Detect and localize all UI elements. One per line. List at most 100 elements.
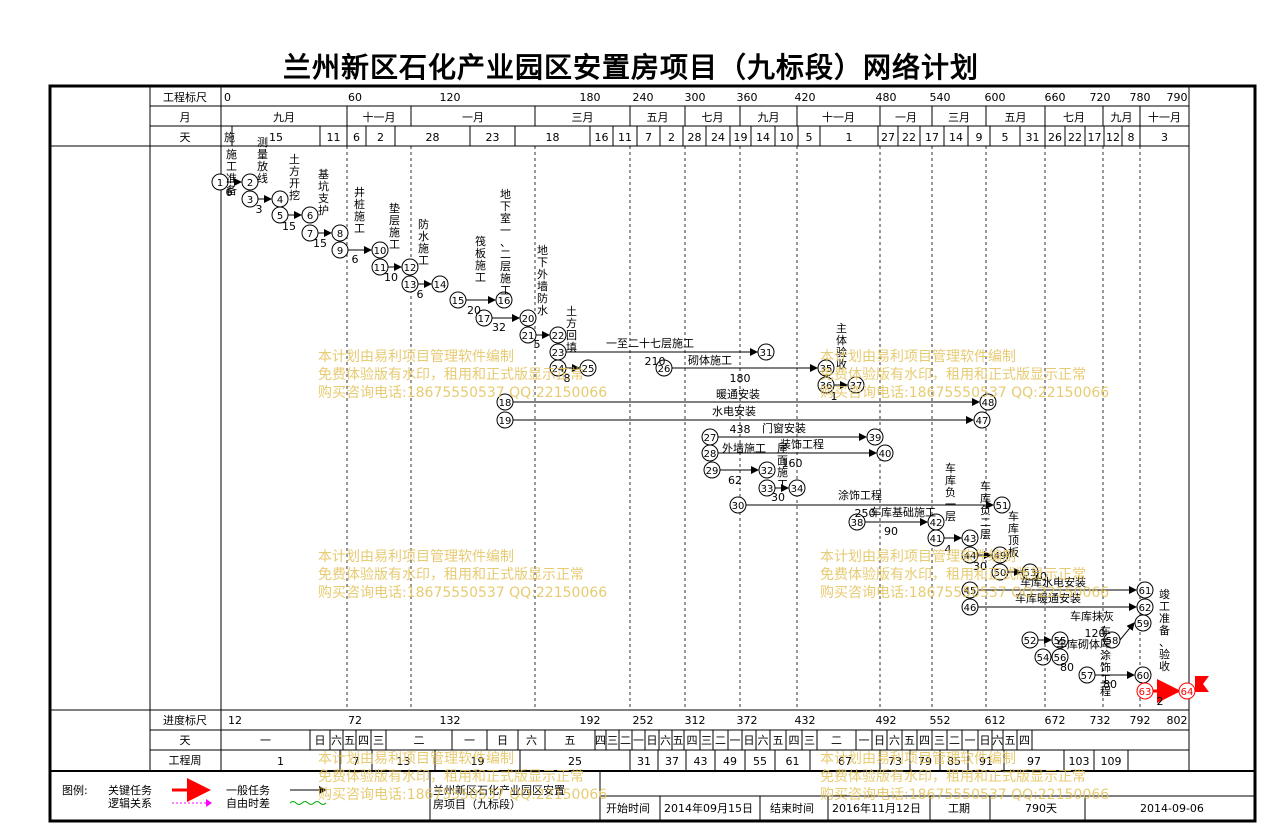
- event-node-number: 35: [820, 364, 833, 375]
- activity-label: 涂饰工程: [838, 488, 882, 502]
- weekday-label: 六: [992, 734, 1003, 747]
- weekday-label: 日: [744, 734, 755, 747]
- day-label: 15: [269, 131, 283, 144]
- week-label: 79: [918, 755, 932, 768]
- project-name-line2: 房项目（九标段）: [433, 797, 521, 811]
- activity-duration: 62: [728, 474, 742, 487]
- event-node-number: 55: [1054, 636, 1067, 647]
- weekday-label: 一: [965, 734, 976, 747]
- event-node: [401, 275, 419, 293]
- event-node: [703, 461, 721, 479]
- event-node: [961, 546, 979, 564]
- event-node-number: 18: [499, 398, 512, 409]
- week-label: 31: [637, 755, 651, 768]
- activity-duration: 10: [384, 271, 398, 284]
- week-label: 25: [568, 755, 582, 768]
- event-node: [758, 461, 776, 479]
- weekday-label: 四: [595, 734, 606, 747]
- activity-duration: 6: [226, 186, 233, 199]
- day-label: 14: [949, 131, 963, 144]
- weekday-label: 一: [633, 734, 644, 747]
- week-label: 97: [1027, 755, 1041, 768]
- weekday-label: 三: [373, 734, 384, 747]
- event-node: [1021, 563, 1039, 581]
- activity-duration: 80: [1060, 661, 1074, 674]
- week-label: 37: [665, 755, 679, 768]
- watermark-5: 本计划由易利项目管理软件编制 免费体验版有水印，租用和正式版显示正常 购买咨询电话:…: [318, 751, 608, 803]
- day-label: 27: [881, 131, 895, 144]
- end-value: 2016年11月12日: [832, 801, 921, 815]
- event-node-number: 15: [452, 296, 465, 307]
- weekday-label: 五: [673, 734, 684, 747]
- weekday-label: 五: [773, 734, 784, 747]
- weekday-label: 六: [758, 734, 769, 747]
- activity-label: 车库负一层: [945, 461, 956, 523]
- activity-label: 一至二十七层施工: [606, 336, 694, 350]
- event-node: [241, 190, 259, 208]
- month-label: 七月: [1063, 111, 1085, 124]
- activity-label: 暖通安装: [716, 387, 760, 401]
- event-node-number: 44: [964, 551, 977, 562]
- event-node: [1136, 682, 1154, 700]
- event-node: [927, 513, 945, 531]
- weekday-label: 六: [331, 734, 342, 747]
- activity-label: 土方开挖: [289, 153, 300, 202]
- scale-tick-bottom: 492: [876, 714, 897, 727]
- event-node: [866, 428, 884, 446]
- scale-tick-bottom: 802: [1167, 714, 1188, 727]
- event-node: [729, 496, 747, 514]
- event-node-number: 14: [434, 280, 447, 291]
- event-node: [331, 224, 349, 242]
- event-node: [961, 581, 979, 599]
- scale-tick-bottom: 792: [1130, 714, 1151, 727]
- activity-label: 基坑支护: [318, 168, 329, 217]
- duration-label: 工期: [948, 802, 970, 815]
- activity-duration: 8: [564, 372, 571, 385]
- month-label: 一月: [895, 111, 917, 124]
- day-label: 23: [486, 131, 500, 144]
- scale-tick-bottom: 732: [1090, 714, 1111, 727]
- activity-duration: 80: [1103, 678, 1117, 691]
- activity-label: 门窗安装: [762, 421, 806, 435]
- event-node: [211, 173, 229, 191]
- scale-tick-top: 720: [1090, 91, 1111, 104]
- task-arrow: [1119, 622, 1135, 641]
- event-node-number: 49: [994, 551, 1007, 562]
- week-label: 7: [353, 755, 360, 768]
- event-node: [655, 359, 673, 377]
- activity-label: 地下外墙防水: [537, 244, 548, 317]
- activity-duration: 15: [313, 237, 327, 250]
- event-node-number: 30: [732, 501, 745, 512]
- activity-duration: 3: [256, 203, 263, 216]
- event-node: [758, 479, 776, 497]
- day-label: 18: [546, 131, 560, 144]
- month-label: 九月: [758, 111, 780, 124]
- event-node: [241, 173, 259, 191]
- week-label: 1: [277, 755, 284, 768]
- event-node-number: 36: [820, 381, 833, 392]
- day-label: 22: [1068, 131, 1082, 144]
- event-node-number: 25: [582, 364, 595, 375]
- legend-float-label: 自由时差: [226, 796, 270, 810]
- day-label: 28: [426, 131, 440, 144]
- event-node-number: 59: [1137, 619, 1150, 630]
- weekday-label: 四: [789, 734, 800, 747]
- activity-label: 垫层施工: [389, 201, 400, 251]
- event-node-number: 52: [1024, 636, 1037, 647]
- scale-tick-bottom: 372: [737, 714, 758, 727]
- event-node: [757, 343, 775, 361]
- activity-duration: 6: [417, 288, 424, 301]
- day-label: 9: [976, 131, 983, 144]
- scale-tick-bottom: 132: [440, 714, 461, 727]
- weekday-label: 五: [1005, 734, 1016, 747]
- activity-label: 竣工准备、验收: [1159, 587, 1170, 673]
- event-node-number: 56: [1054, 653, 1067, 664]
- day-label: 26: [1048, 131, 1062, 144]
- legend-label: 图例:: [62, 783, 88, 797]
- event-node-number: 37: [850, 381, 863, 392]
- scale-tick-bottom: 12: [228, 714, 242, 727]
- activity-duration: 160: [782, 457, 803, 470]
- event-node: [991, 563, 1009, 581]
- week-label: 19: [471, 755, 485, 768]
- event-node: [496, 393, 514, 411]
